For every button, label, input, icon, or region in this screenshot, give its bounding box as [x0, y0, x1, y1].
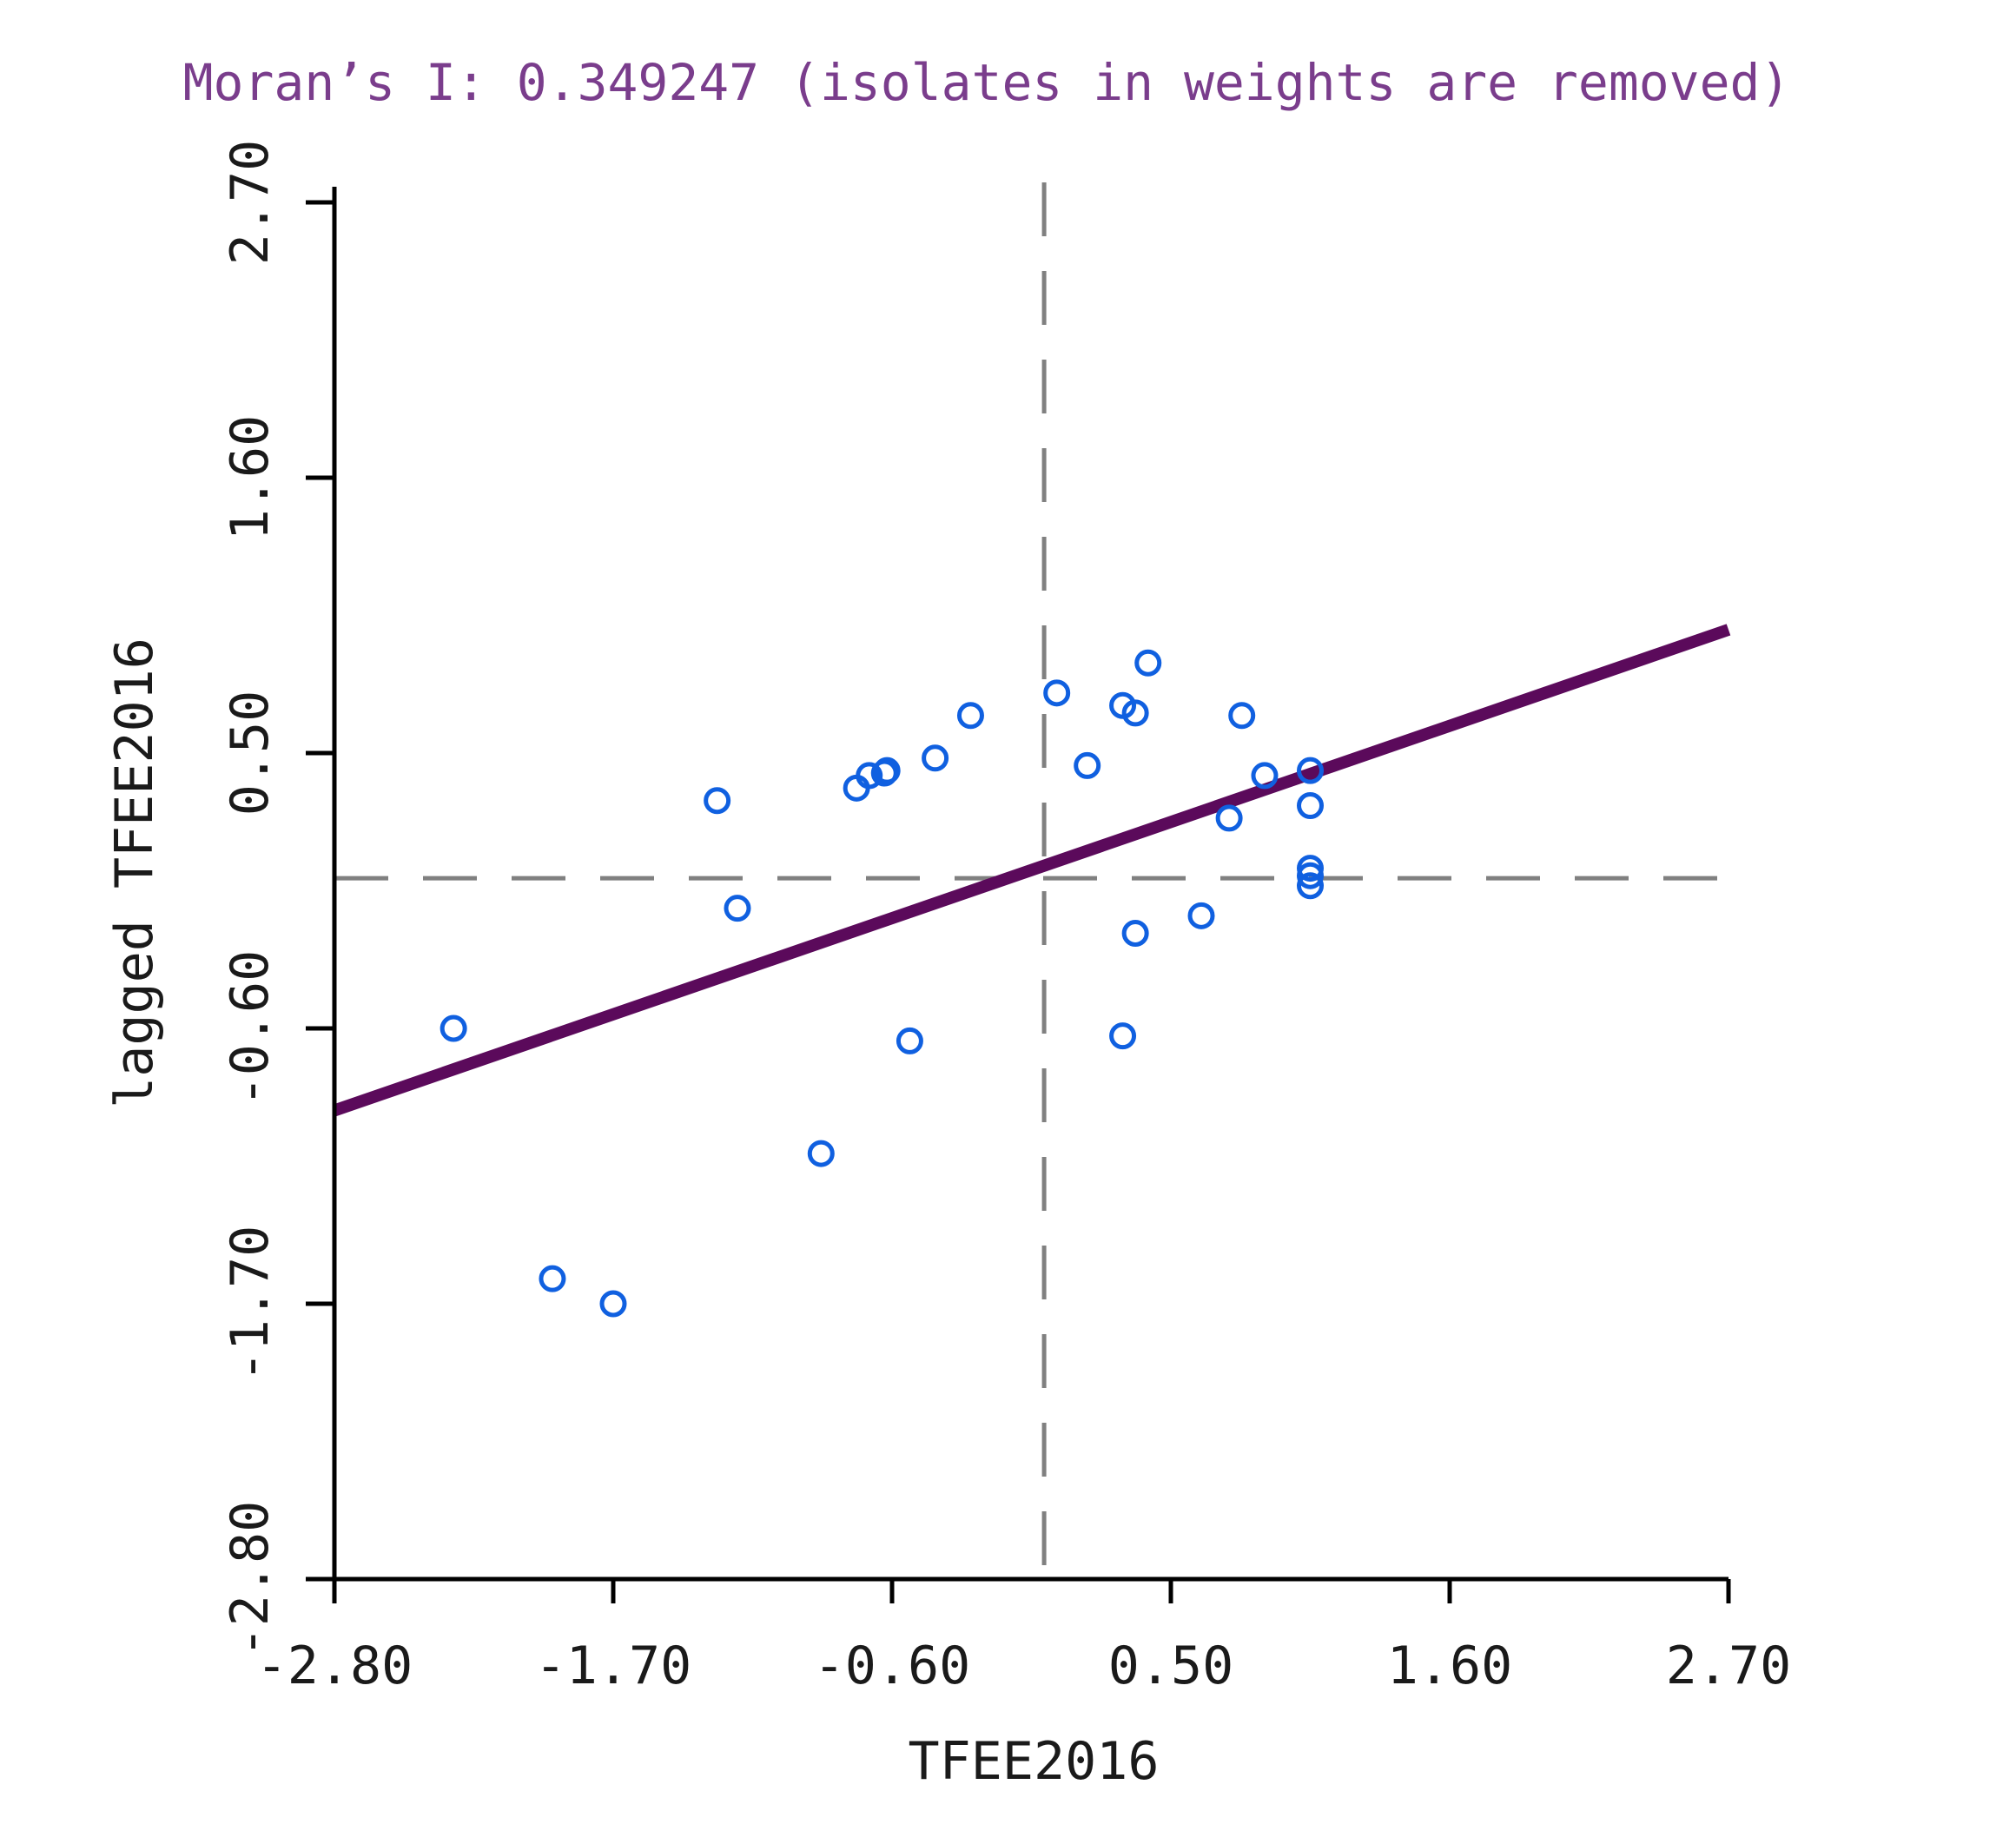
data-point-25: [1297, 757, 1324, 784]
data-point-13: [956, 702, 984, 730]
data-point-11: [896, 1027, 923, 1054]
data-point-6: [807, 1140, 835, 1167]
x-tick-label-4: 0.50: [1108, 1636, 1234, 1696]
y-tick-label-6: 2.70: [220, 140, 281, 266]
regression-layer: [332, 624, 1731, 1117]
y-axis-label: lagged TFEE2016: [104, 638, 165, 1108]
data-point-1: [440, 1015, 467, 1042]
data-point-19: [1121, 919, 1149, 947]
data-point-15: [1074, 751, 1101, 779]
reference-lines: [334, 182, 1728, 1579]
data-point-24: [1251, 762, 1279, 790]
x-tick-label-5: 1.60: [1387, 1636, 1513, 1696]
y-tick-label-1: -2.80: [220, 1501, 281, 1658]
data-point-17: [1121, 699, 1149, 727]
data-point-5: [724, 895, 751, 922]
data-point-23: [1228, 702, 1256, 730]
data-point-26: [1297, 792, 1324, 820]
data-points: [440, 649, 1324, 1318]
x-tick-label-3: -0.60: [814, 1636, 971, 1696]
x-axis-label: TFEE2016: [909, 1731, 1160, 1792]
data-point-21: [1187, 902, 1215, 929]
data-point-2: [539, 1265, 566, 1292]
y-tick-label-2: -1.70: [220, 1226, 281, 1383]
data-point-29: [1297, 872, 1324, 900]
data-point-14: [1043, 679, 1071, 707]
chart-title: Moran’s I: 0.349247 (isolates in weights…: [183, 53, 1791, 112]
data-point-20: [1134, 649, 1162, 677]
ticks: -2.80 -1.70 -0.60 0.50 1.60 2.70 -2.80 -1.70 -0.…: [220, 140, 1791, 1696]
data-point-10: [873, 757, 901, 784]
y-tick-label-3: -0.60: [220, 950, 281, 1107]
axes: [332, 187, 1728, 1582]
y-tick-label-5: 1.60: [220, 415, 281, 541]
data-point-28: [1297, 862, 1324, 889]
x-tick-label-6: 2.70: [1666, 1636, 1792, 1696]
data-point-8: [856, 762, 883, 790]
data-point-22: [1215, 804, 1243, 832]
x-tick-label-2: -1.70: [535, 1636, 692, 1696]
data-point-4: [704, 787, 731, 815]
regression-line: [332, 624, 1731, 1117]
data-point-3: [599, 1290, 627, 1318]
data-point-27: [1297, 855, 1324, 882]
data-point-18: [1109, 1022, 1137, 1050]
data-point-12: [922, 744, 949, 772]
y-tick-label-4: 0.50: [220, 691, 281, 816]
x-tick-label-1: -2.80: [256, 1636, 413, 1696]
